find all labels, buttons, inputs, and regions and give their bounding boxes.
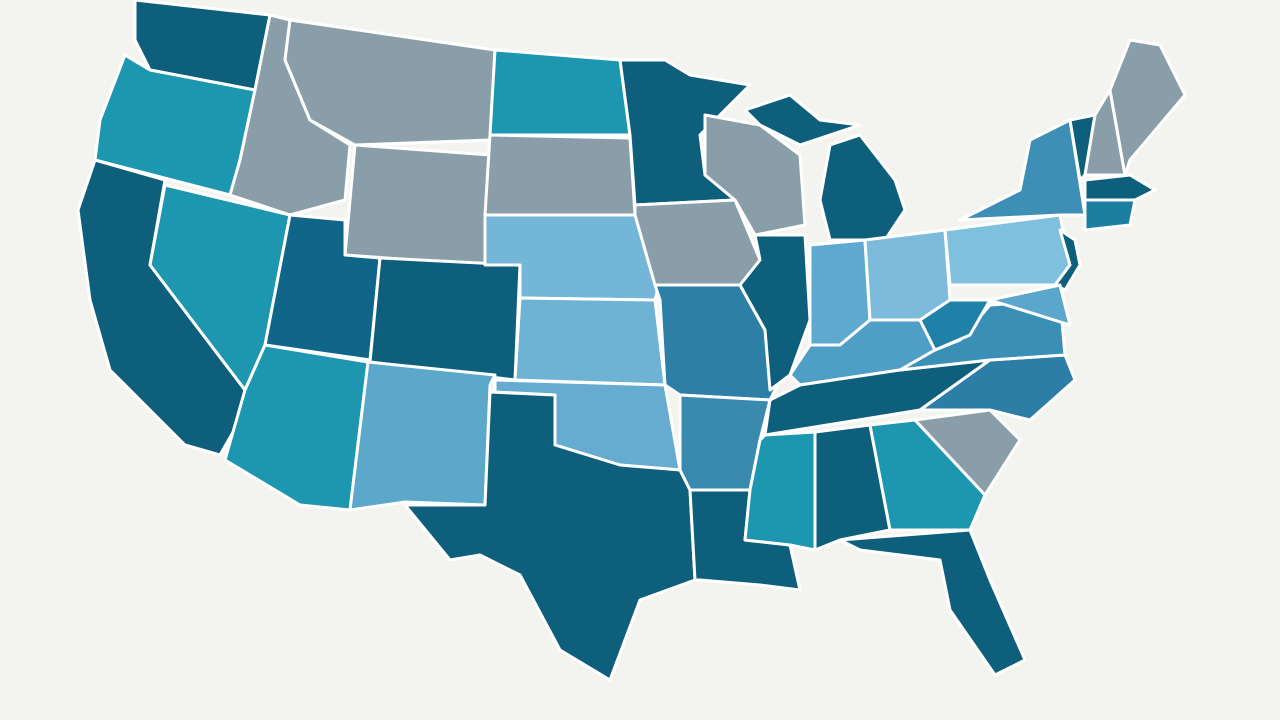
states (76, 0, 1187, 682)
state-region (618, 58, 752, 207)
state-region (813, 423, 892, 552)
state-region (818, 133, 907, 242)
state-region (738, 233, 812, 392)
state-region (403, 390, 697, 682)
state-region (1053, 228, 1082, 292)
state-region (913, 408, 1022, 497)
state-region (988, 283, 1072, 327)
state-region (838, 528, 1027, 677)
state-region (918, 298, 992, 352)
state-region (743, 93, 862, 147)
state-region (863, 228, 952, 322)
state-region (488, 48, 632, 137)
state-region (1083, 173, 1157, 202)
state-region (513, 296, 667, 387)
state-region (483, 133, 637, 217)
state-region (368, 256, 522, 382)
state-region (1083, 198, 1137, 232)
state-region (343, 143, 492, 267)
state-region (868, 418, 987, 532)
state-region (348, 360, 497, 512)
